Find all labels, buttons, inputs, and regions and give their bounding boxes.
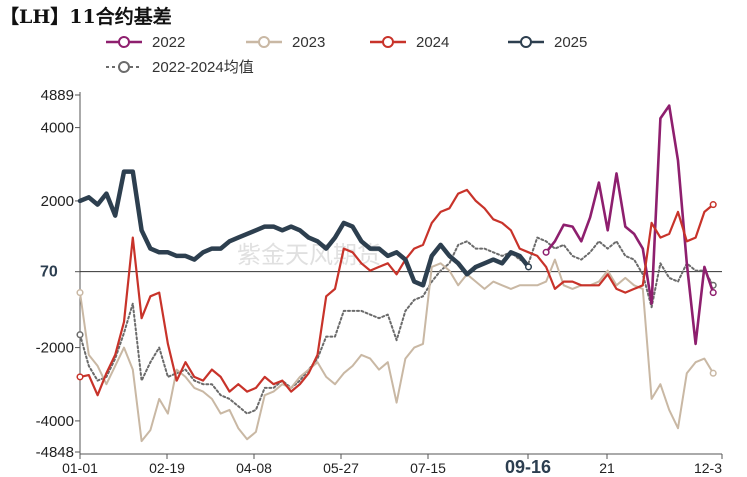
watermark: 紫金天风期货 <box>237 242 381 269</box>
legend: 2022 2023 2024 2025 2022-2024均值 <box>106 34 587 76</box>
series-line-2022 <box>544 104 715 346</box>
y-ticks: 4889 4000 2000 70 -2000 -4000 -4848 <box>36 87 722 461</box>
x-tick-label-07-15: 07-15 <box>410 460 446 476</box>
series-start-point-2024 <box>76 373 84 381</box>
series-end-point-2025 <box>524 263 533 271</box>
legend-marker-2023 <box>258 36 270 48</box>
legend-marker-2022 <box>118 36 130 48</box>
series-end-point-2023 <box>709 369 717 377</box>
legend-marker-2025 <box>520 36 532 48</box>
y-tick-label-4000: -4000 <box>36 413 74 430</box>
series-end-point-2022 <box>709 289 717 297</box>
x-ticks: 01-01 02-19 04-08 05-27 07-15 09-16 21 12-3 <box>62 454 723 477</box>
chart-title: 【LH】11合约基差 <box>0 6 172 28</box>
series-line-2024 <box>78 188 715 397</box>
series-layer <box>76 104 717 443</box>
series-start-point-avg <box>76 331 84 339</box>
x-tick-label-05-27: 05-27 <box>323 460 359 476</box>
series-line-2025 <box>77 169 531 288</box>
legend-label-avg: 2022-2024均值 <box>152 59 254 76</box>
watermark-text: 紫金天风期货 <box>237 242 381 269</box>
series-start-point-2022 <box>542 248 550 256</box>
y-tick-label-2000: -2000 <box>36 340 74 357</box>
y-tick-label-4889: 4889 <box>41 87 74 104</box>
series-line-2023 <box>79 258 715 443</box>
series-end-point-2024 <box>709 201 717 209</box>
series-start-point-2023 <box>76 289 84 297</box>
x-tick-label-02-19: 02-19 <box>149 460 185 476</box>
legend-label-2025: 2025 <box>554 34 587 51</box>
y-tick-label-4000: 4000 <box>41 120 74 137</box>
x-tick-label-04-08: 04-08 <box>236 460 272 476</box>
series-line-avg <box>79 236 715 415</box>
x-tick-label-12-3: 12-3 <box>694 460 722 476</box>
y-tick-label-70: 70 <box>40 264 58 281</box>
x-tick-label-21: 21 <box>599 460 615 476</box>
legend-marker-2024 <box>382 36 394 48</box>
y-tick-label-2000: 2000 <box>41 193 74 210</box>
axes <box>79 92 722 455</box>
x-tick-label-01-01: 01-01 <box>62 460 98 476</box>
x-tick-label-09-16: 09-16 <box>505 457 551 477</box>
legend-label-2022: 2022 <box>152 34 185 51</box>
legend-marker-avg <box>118 61 130 73</box>
legend-label-2023: 2023 <box>292 34 325 51</box>
legend-label-2024: 2024 <box>416 34 449 51</box>
y-tick-label-4848: -4848 <box>36 444 74 461</box>
